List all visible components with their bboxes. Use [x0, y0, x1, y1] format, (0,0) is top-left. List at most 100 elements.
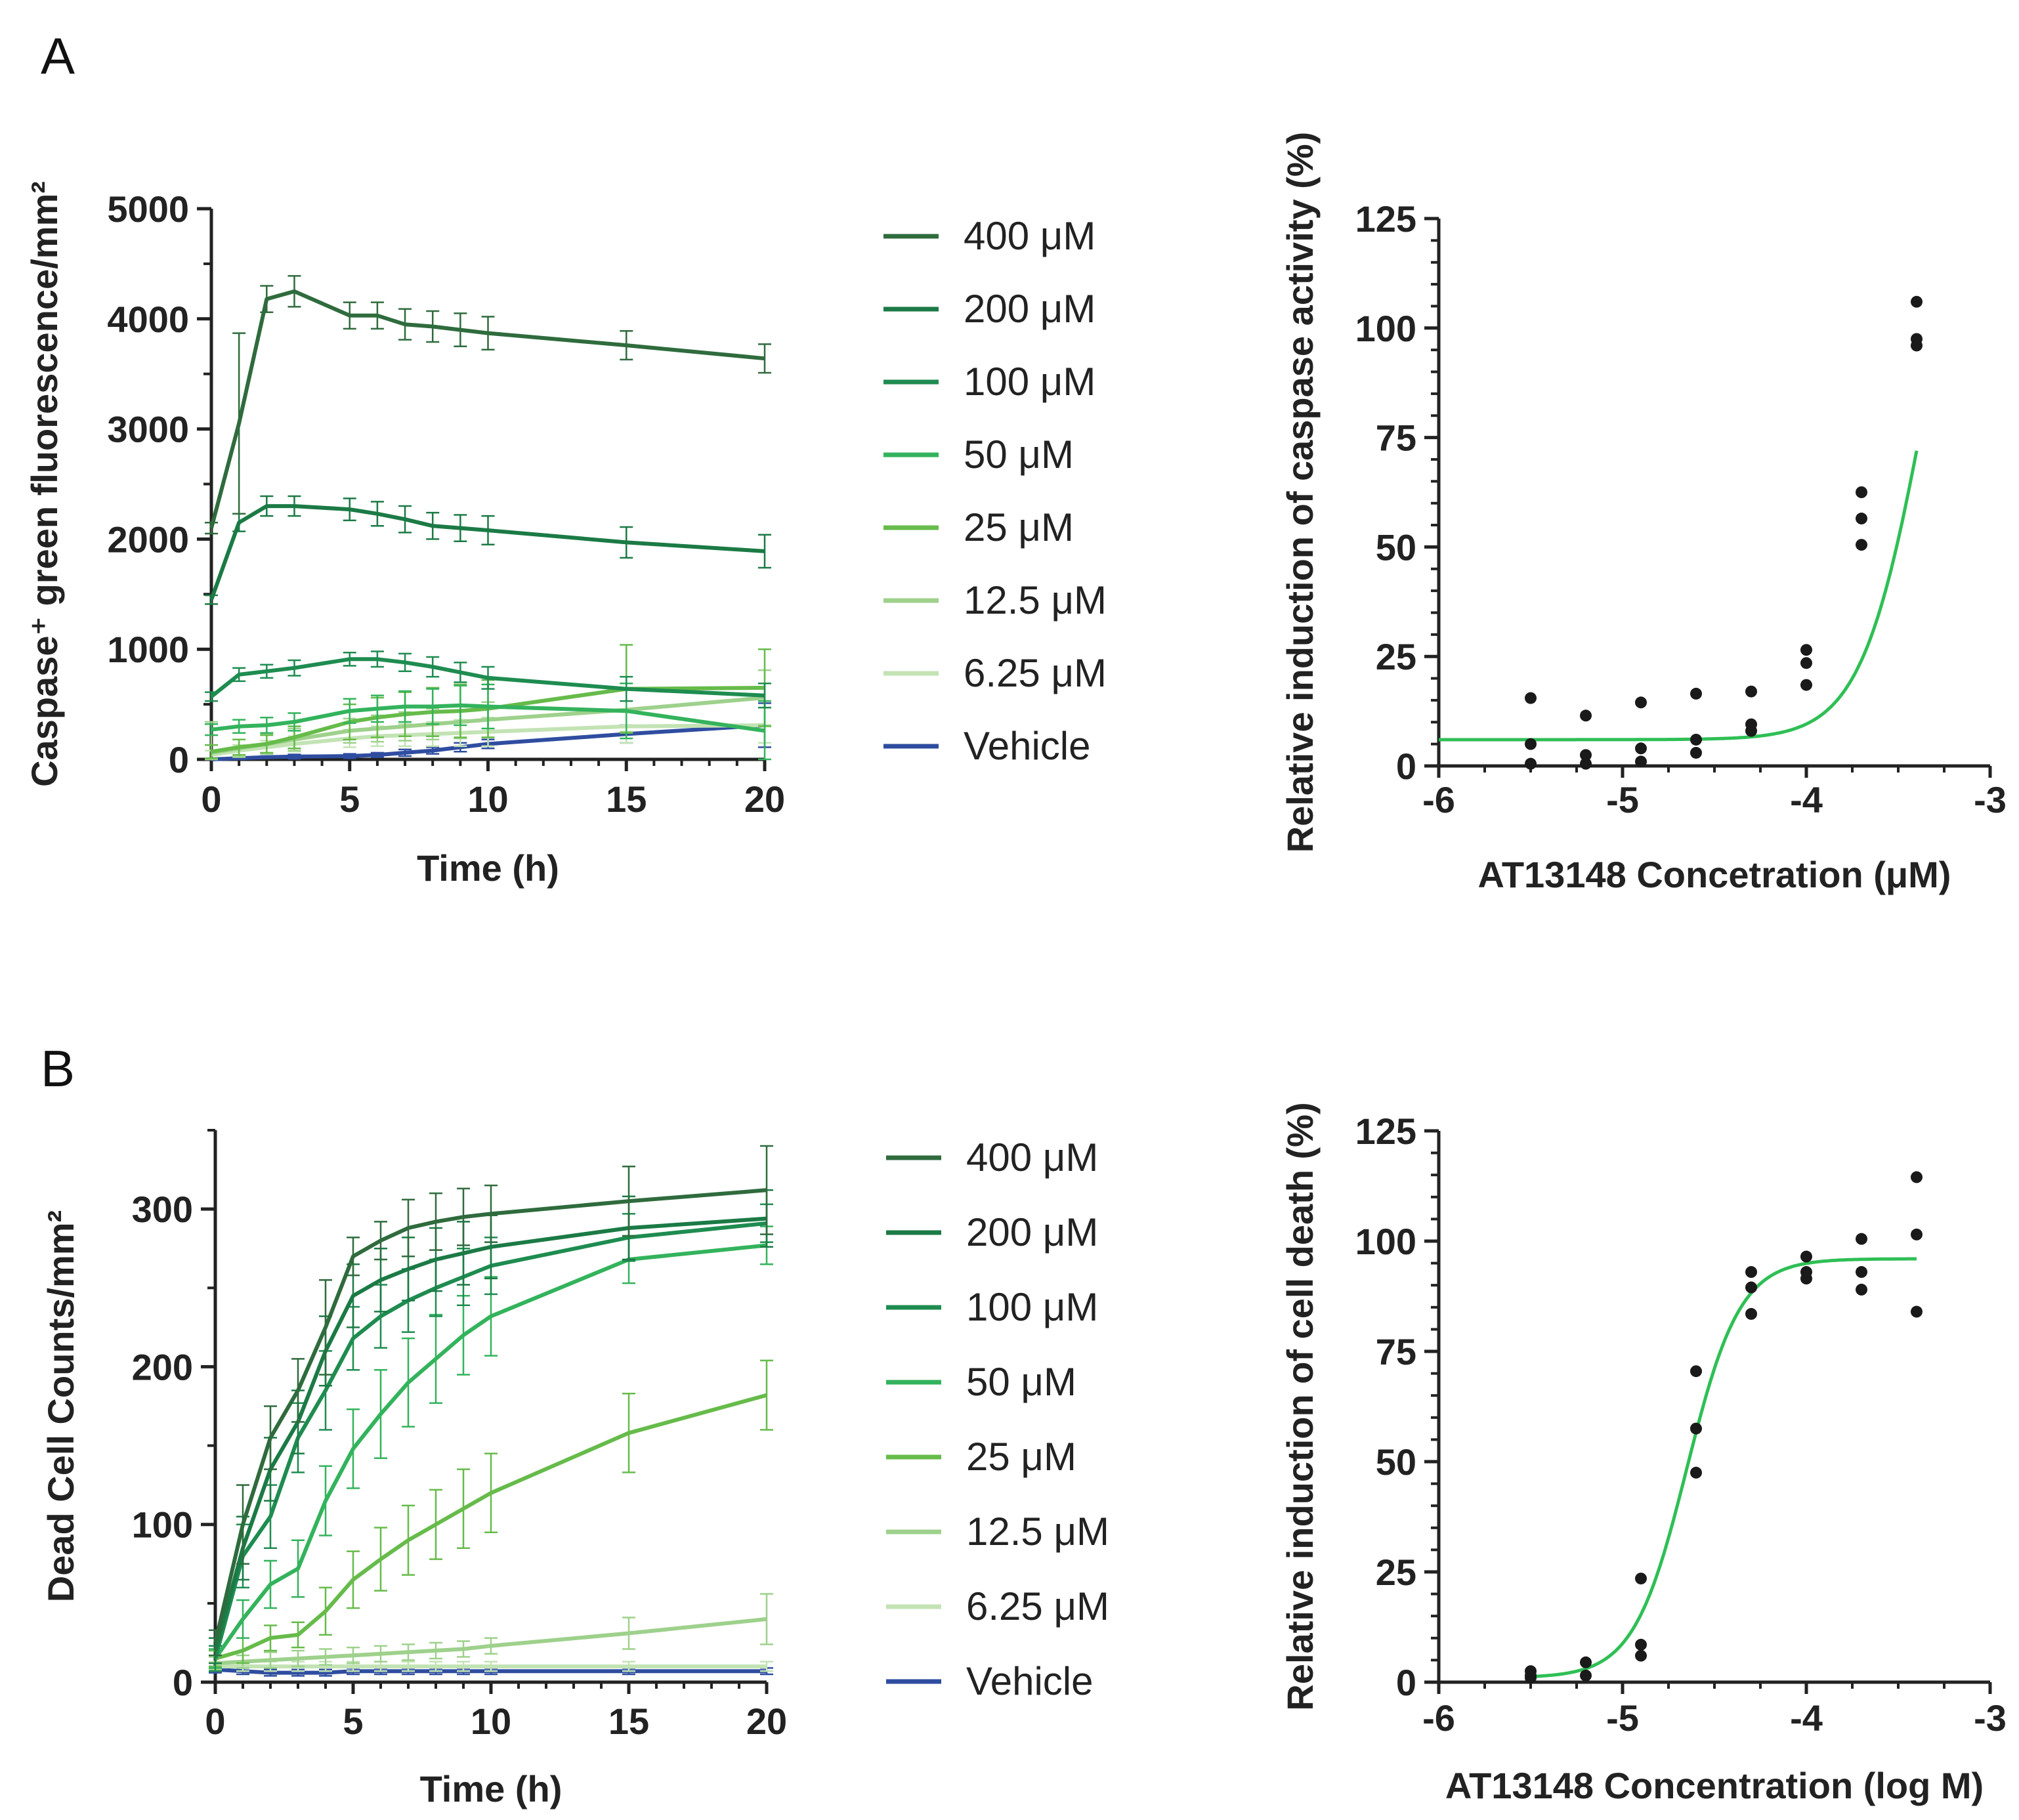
y-tick-label: 25 — [1376, 1552, 1416, 1593]
series-100M — [205, 650, 771, 709]
legend-label: 25 μM — [964, 505, 1074, 549]
legend-label: 25 μM — [966, 1435, 1076, 1479]
x-tick-label: 10 — [471, 1701, 511, 1742]
y-tick-label: 1000 — [107, 629, 189, 670]
data-point — [1856, 1233, 1867, 1245]
data-point — [1580, 757, 1592, 770]
series-200M — [209, 1189, 773, 1664]
legend-label: 50 μM — [966, 1360, 1076, 1404]
series-line — [215, 1617, 767, 1666]
series-50M — [209, 1225, 773, 1669]
data-point — [1525, 692, 1537, 704]
data-point — [1690, 733, 1702, 746]
data-point — [1800, 1250, 1812, 1263]
y-tick-label: 300 — [132, 1189, 193, 1230]
legend-label: 400 μM — [966, 1135, 1098, 1179]
x-tick-label: -3 — [1974, 1697, 2007, 1739]
legend-label: 200 μM — [964, 287, 1095, 331]
data-point — [1800, 657, 1812, 669]
x-tick-label: -5 — [1606, 1697, 1639, 1739]
legend-b: 400 μM 200 μM 100 μM 50 μM 25 μM 12.5 μM 6.25 … — [886, 1135, 1109, 1703]
data-point — [1690, 746, 1702, 759]
x-tick-label: 0 — [205, 1701, 225, 1742]
y-tick-label: 125 — [1355, 198, 1416, 240]
series-400M — [209, 1145, 773, 1657]
legend-label: 12.5 μM — [964, 578, 1107, 622]
data-point — [1745, 1281, 1757, 1294]
x-tick-label: 20 — [746, 1701, 787, 1742]
data-point — [1690, 1422, 1702, 1435]
data-point — [1635, 742, 1647, 755]
y-tick-label: 3000 — [107, 409, 189, 450]
series-25M — [209, 1359, 773, 1668]
series-200M — [205, 495, 771, 605]
y-tick-label: 75 — [1376, 1331, 1416, 1372]
data-point — [1745, 1266, 1757, 1279]
legend-label: Vehicle — [964, 724, 1090, 768]
data-point — [1745, 725, 1757, 737]
x-tick-label: 5 — [339, 778, 360, 820]
series-line — [213, 1243, 767, 1660]
fit-curve — [1439, 450, 1919, 742]
y-tick-label: 0 — [1396, 1662, 1416, 1703]
y-tick-label: 0 — [1396, 746, 1416, 787]
data-point — [1745, 685, 1757, 698]
legend-label: 200 μM — [966, 1210, 1098, 1254]
x-tick-label: 20 — [744, 778, 785, 820]
chart-a-dose-response: -6 -5 -4 -3 0 25 50 75 100 125 AT13148 Concetratio… — [1279, 132, 2007, 895]
legend-label: 50 μM — [964, 433, 1074, 476]
series-line — [213, 1188, 767, 1643]
legend-label: 6.25 μM — [964, 651, 1107, 695]
series-line — [211, 723, 765, 757]
x-tick-label: -6 — [1422, 1697, 1455, 1739]
legend-a: 400 μM 200 μM 100 μM 50 μM 25 μM 12.5 μM 6.25 … — [883, 214, 1107, 768]
data-point — [1800, 1273, 1812, 1285]
legend-label: 12.5 μM — [966, 1510, 1109, 1554]
data-point — [1911, 1305, 1923, 1318]
data-point — [1525, 1672, 1537, 1684]
series-line — [211, 703, 765, 733]
data-point — [1525, 738, 1537, 750]
series-line — [209, 289, 765, 529]
x-tick-label: -6 — [1422, 779, 1455, 820]
data-point — [1856, 486, 1867, 498]
x-tick-label: -4 — [1790, 1697, 1823, 1739]
panel-label-B: B — [41, 1040, 75, 1097]
data-point — [1635, 1649, 1647, 1662]
data-point — [1580, 1656, 1592, 1668]
y-tick-label: 100 — [1355, 308, 1416, 349]
x-axis-title: AT13148 Concentration (log M) — [1445, 1765, 1984, 1806]
x-axis-title: AT13148 Concetration (μM) — [1478, 854, 1951, 895]
x-tick-label: -5 — [1606, 779, 1639, 820]
y-tick-label: 0 — [173, 1662, 193, 1703]
x-tick-label: 10 — [467, 778, 508, 820]
data-point — [1580, 709, 1592, 722]
data-point — [1635, 1638, 1647, 1651]
data-point — [1635, 755, 1647, 768]
chart-b-dose-response: -6 -5 -4 -3 0 25 50 75 100 125 AT13148 Concentrati… — [1279, 1102, 2007, 1806]
panel-label-A: A — [41, 27, 75, 85]
legend-label: 100 μM — [966, 1285, 1098, 1329]
x-tick-label: -3 — [1974, 779, 2007, 820]
y-axis-title: Relative induction of cell death (%) — [1279, 1102, 1321, 1710]
data-point — [1690, 1365, 1702, 1378]
series-400M — [205, 275, 771, 535]
data-point — [1745, 1307, 1757, 1320]
data-point — [1800, 644, 1812, 656]
y-tick-label: 50 — [1376, 1441, 1416, 1483]
data-point — [1800, 679, 1812, 691]
x-axis-title: Time (h) — [417, 847, 559, 889]
legend-label: Vehicle — [966, 1659, 1093, 1703]
data-point — [1911, 339, 1923, 352]
legend-label: 100 μM — [964, 360, 1095, 404]
data-point — [1580, 749, 1592, 761]
data-point — [1911, 1228, 1923, 1240]
series-line — [215, 1393, 767, 1661]
x-tick-label: -4 — [1790, 779, 1823, 820]
fit-curve — [1530, 1257, 1917, 1678]
y-tick-label: 0 — [169, 739, 189, 780]
data-point — [1690, 687, 1702, 700]
data-point — [1635, 696, 1647, 709]
